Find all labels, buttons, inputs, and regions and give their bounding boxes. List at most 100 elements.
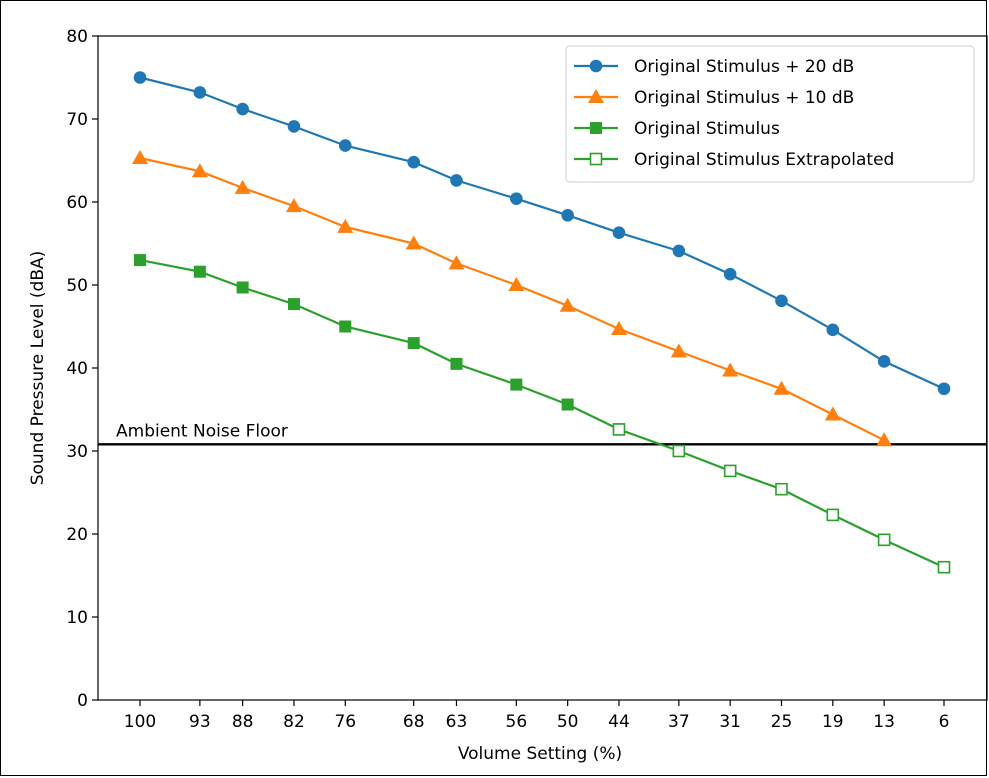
- data-point: [670, 343, 687, 358]
- x-tick-label: 63: [446, 712, 468, 732]
- data-point: [337, 218, 354, 233]
- y-tick-label: 20: [66, 525, 88, 545]
- y-tick-label: 30: [66, 442, 88, 462]
- legend-label: Original Stimulus: [634, 119, 780, 139]
- legend-item: Original Stimulus + 10 dB: [574, 88, 854, 108]
- data-point: [877, 533, 891, 547]
- data-point: [450, 357, 463, 370]
- legend-swatch-marker: [588, 89, 604, 103]
- series-line: [139, 76, 945, 390]
- series-line: [139, 259, 620, 431]
- x-tick-label: 100: [124, 712, 156, 732]
- legend-label: Original Stimulus + 20 dB: [634, 57, 854, 77]
- x-tick-label: 37: [668, 712, 690, 732]
- x-axis-label: Volume Setting (%): [458, 744, 622, 764]
- data-point: [236, 281, 249, 294]
- data-point: [937, 382, 951, 396]
- series-2: [132, 150, 893, 447]
- legend-box: [565, 45, 975, 183]
- x-tick-label: 44: [608, 712, 630, 732]
- legend-label: Original Stimulus + 10 dB: [634, 88, 854, 108]
- data-point: [937, 560, 951, 574]
- y-tick-label: 10: [66, 608, 88, 628]
- legend: Original Stimulus + 20 dB Original Stimul…: [565, 45, 975, 183]
- data-point: [287, 120, 301, 133]
- x-tick-label: 56: [506, 712, 528, 732]
- data-point: [510, 192, 523, 205]
- legend-item: Original Stimulus + 20 dB: [574, 57, 854, 77]
- legend-swatch-marker: [589, 59, 603, 73]
- data-point: [775, 482, 788, 496]
- data-point: [722, 362, 739, 377]
- noise-floor-annotation: Ambient Noise Floor: [98, 421, 987, 446]
- data-point: [234, 179, 251, 194]
- x-tick-label: 19: [822, 712, 844, 732]
- x-tick-label: 68: [403, 712, 425, 732]
- x-tick-label: 13: [873, 712, 895, 732]
- series-line: [618, 428, 945, 569]
- data-point: [407, 337, 420, 350]
- legend-label: Original Stimulus Extrapolated: [634, 150, 894, 170]
- data-point: [877, 355, 891, 368]
- data-point: [723, 464, 737, 478]
- x-axis: 100 93 88 82 76 68 63 56 50 44 37 31 25 19 13 6: [124, 700, 950, 732]
- data-point: [339, 320, 352, 333]
- data-point: [450, 174, 463, 187]
- data-point: [876, 432, 893, 447]
- series-3: [134, 254, 625, 436]
- data-point: [285, 198, 302, 213]
- data-point: [193, 265, 206, 278]
- data-point: [236, 102, 249, 116]
- x-tick-label: 82: [283, 712, 305, 732]
- data-point: [773, 380, 790, 395]
- y-axis: 0 10 20 30 40 50 60 70 80: [66, 27, 98, 711]
- y-tick-label: 50: [66, 276, 88, 296]
- data-point: [193, 86, 207, 99]
- data-point: [191, 163, 208, 178]
- data-point: [448, 255, 465, 270]
- x-tick-label: 6: [939, 712, 950, 732]
- y-tick-label: 40: [66, 359, 88, 379]
- data-point: [338, 139, 352, 152]
- data-point: [287, 298, 300, 311]
- data-point: [672, 444, 686, 458]
- y-axis-label: Sound Pressure Level (dBA): [28, 251, 48, 486]
- data-point: [407, 155, 421, 169]
- x-tick-label: 50: [557, 712, 579, 732]
- data-point: [561, 208, 574, 222]
- x-tick-label: 76: [334, 712, 356, 732]
- legend-item: Original Stimulus Extrapolated: [574, 150, 894, 170]
- legend-swatch-marker: [589, 152, 603, 166]
- data-point: [612, 423, 626, 436]
- series-1: [133, 71, 951, 396]
- x-tick-label: 88: [232, 712, 254, 732]
- noise-floor-label: Ambient Noise Floor: [116, 421, 288, 441]
- data-point: [508, 277, 525, 291]
- legend-item: Original Stimulus: [574, 119, 780, 139]
- data-point: [826, 508, 840, 522]
- data-point: [561, 398, 574, 411]
- data-point: [824, 406, 841, 421]
- y-tick-label: 70: [66, 110, 88, 130]
- y-tick-label: 0: [77, 691, 88, 711]
- x-tick-label: 93: [189, 712, 211, 732]
- x-tick-label: 25: [771, 712, 793, 732]
- series-4: [612, 423, 951, 574]
- data-point: [133, 71, 147, 84]
- data-point: [612, 226, 626, 240]
- x-tick-label: 31: [719, 712, 741, 732]
- data-point: [510, 378, 523, 391]
- data-point: [723, 267, 737, 281]
- data-point: [610, 320, 627, 335]
- data-point: [775, 294, 788, 308]
- data-point: [405, 235, 422, 250]
- data-point: [826, 323, 840, 337]
- data-point: [672, 244, 686, 258]
- y-tick-label: 60: [66, 193, 88, 213]
- series-group: [132, 71, 951, 574]
- y-tick-label: 80: [66, 27, 88, 47]
- data-point: [134, 254, 146, 267]
- legend-swatch-marker: [590, 122, 602, 134]
- data-point: [559, 297, 576, 312]
